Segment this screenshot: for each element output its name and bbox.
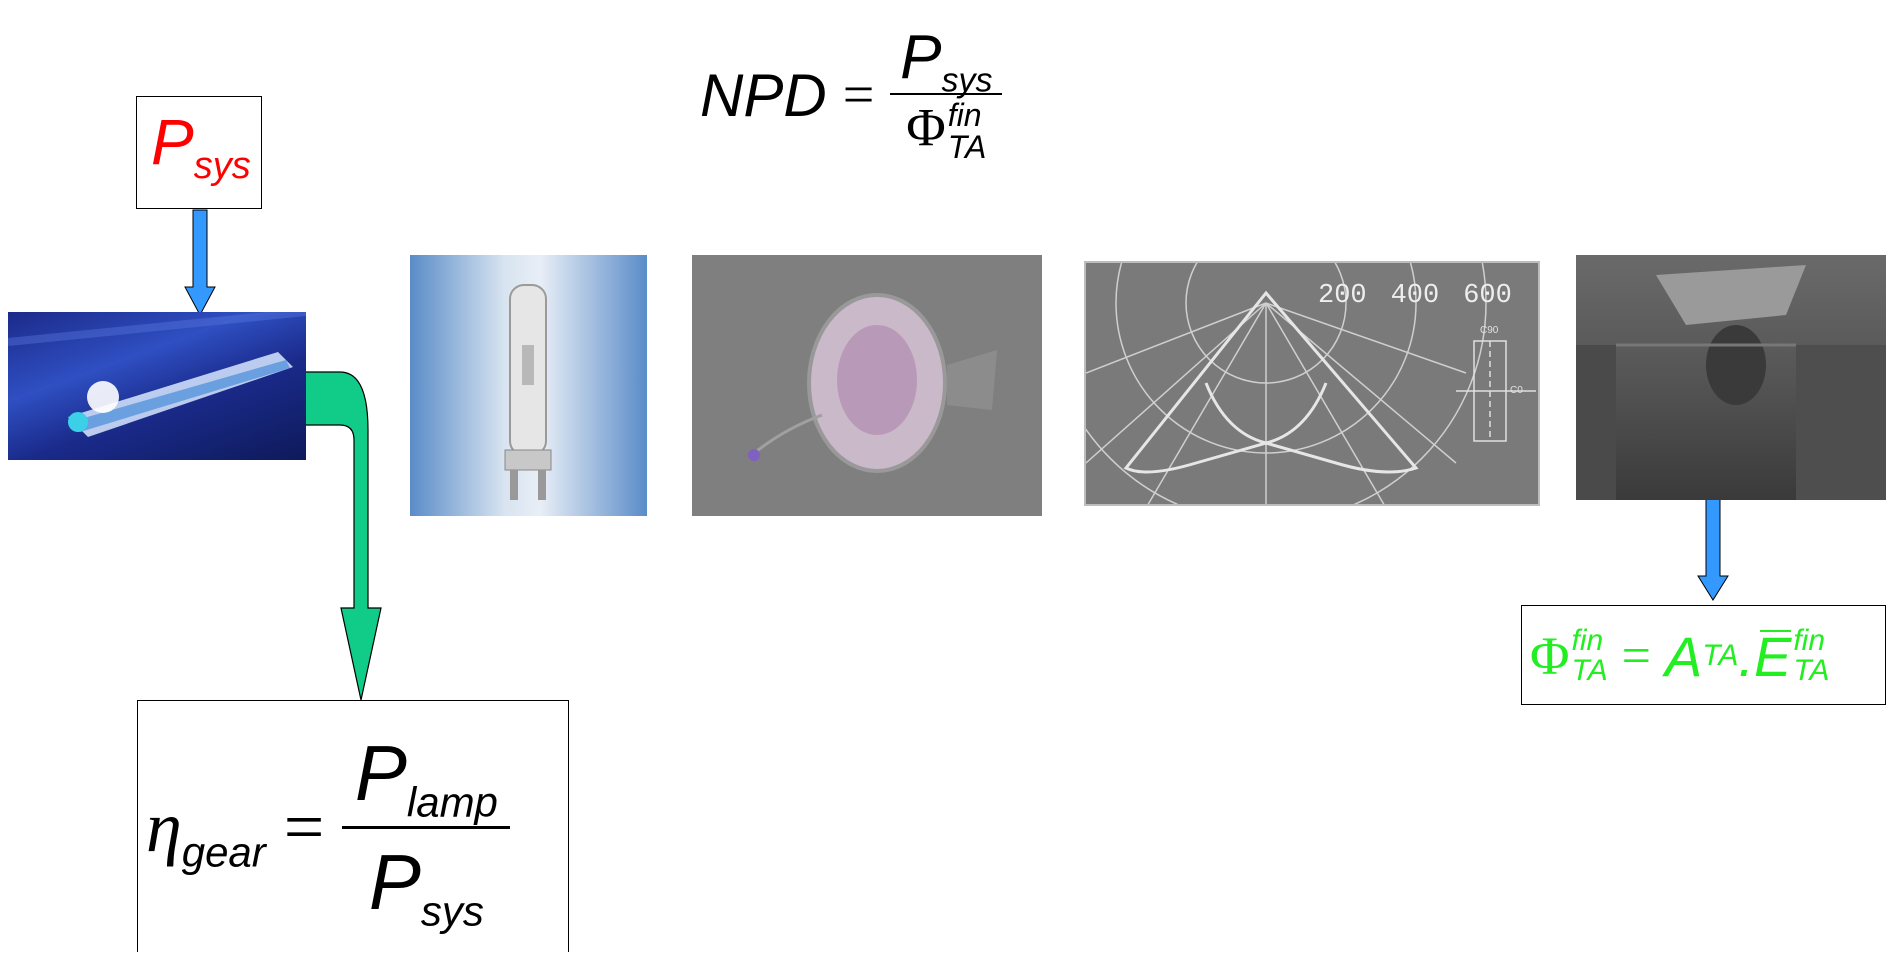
flux-e-symbol: E [1753,624,1792,688]
npd-fraction-bar [890,93,1003,95]
metal-halide-lamp-image [410,255,647,516]
flux-equals: = [1621,627,1651,685]
room-illustration [1576,265,1886,500]
flux-formula-box: Φ fin TA = A TA . E fin TA [1521,605,1886,705]
flux-e-sub: TA [1793,654,1830,687]
psys-box: Psys [136,96,262,209]
flux-area-symbol: A [1664,624,1703,688]
fluorescent-luminaire-image [8,312,306,460]
flux-e-sup: fin [1793,624,1825,657]
room-photo-image [1576,255,1886,500]
eta-symbol: ηgear [146,786,266,875]
npd-lhs: NPD [700,61,827,129]
luminaire-illustration [8,312,306,437]
lamp-illustration [504,284,552,500]
efficiency-fraction: Plamp Psys [342,728,511,935]
efficiency-numerator: Plamp [354,728,498,826]
efficiency-equals: = [283,786,325,867]
psys-down-arrow [184,209,216,317]
flux-dot: . [1738,624,1754,688]
flux-lhs-sup: fin [1571,624,1604,657]
npd-numerator: Psys [900,23,993,100]
polar-tick-label: 600 [1463,281,1512,311]
flux-lhs-symbol: Φ [1530,626,1570,686]
polar-intensity-diagram: 200 400 600 C90 C0 [1084,261,1540,506]
polar-tick-label: 400 [1390,281,1440,311]
gear-efficiency-arrow [304,371,382,701]
polar-c0-label: C0 [1510,385,1523,396]
npd-equals: = [842,64,875,126]
flux-lhs-sub: TA [1571,654,1608,687]
gear-efficiency-formula: ηgear = Plamp Psys [146,701,511,953]
gear-efficiency-box: ηgear = Plamp Psys [137,700,569,952]
polar-tick-label: 200 [1318,281,1367,311]
psys-label: Psys [151,106,251,187]
downlight-illustration [748,293,997,473]
downlight-reflector-image [692,255,1042,516]
room-down-arrow [1697,497,1729,601]
polar-tick-labels: 200 400 600 [1318,281,1512,311]
polar-grid [1086,263,1536,504]
flux-formula: Φ fin TA = A TA . E fin TA [1530,624,1830,688]
efficiency-denominator: Psys [368,837,484,935]
efficiency-fraction-bar [342,825,511,829]
polar-c90-label: C90 [1480,325,1499,336]
